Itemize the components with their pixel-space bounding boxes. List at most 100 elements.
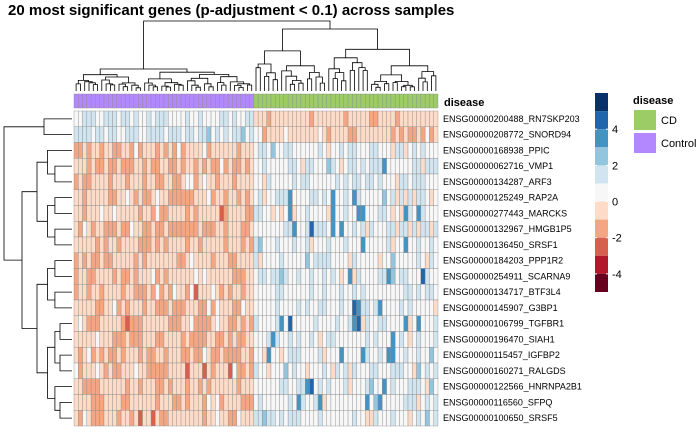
heatmap-cell	[386, 205, 392, 222]
heatmap-cell	[249, 410, 255, 427]
heatmap-cell	[373, 268, 379, 285]
heatmap-cell	[206, 362, 212, 379]
heatmap-cell	[245, 126, 250, 143]
scale-tick-label: -2	[612, 233, 622, 245]
heatmap-cell	[163, 126, 169, 143]
heatmap-cell	[317, 299, 323, 316]
heatmap-cell	[193, 284, 199, 301]
heatmap-cell	[125, 252, 130, 269]
heatmap-cell	[138, 142, 143, 159]
heatmap-cell	[369, 284, 374, 301]
heatmap-cell	[172, 126, 177, 143]
annotation-cell	[176, 93, 182, 109]
heatmap-cell	[270, 378, 276, 395]
heatmap-cell	[78, 315, 83, 332]
heatmap-cell	[95, 252, 100, 269]
heatmap-cell	[129, 347, 135, 364]
heatmap-cell	[270, 173, 276, 190]
heatmap-cell	[103, 299, 109, 316]
annotation-cell	[412, 93, 417, 109]
heatmap-cell	[403, 189, 409, 206]
heatmap-cell	[403, 394, 409, 411]
heatmap-cell	[416, 315, 422, 332]
heatmap-cell	[185, 205, 190, 222]
heatmap-cell	[223, 299, 229, 316]
heatmap-cell	[108, 378, 113, 395]
heatmap-cell	[407, 142, 413, 159]
heatmap-cell	[373, 362, 379, 379]
heatmap-cell	[373, 221, 379, 238]
heatmap-cell	[369, 252, 374, 269]
heatmap-cell	[283, 362, 289, 379]
column-dendrogram-branch	[362, 70, 368, 91]
heatmap-cell	[193, 252, 199, 269]
heatmap-cell	[172, 315, 177, 332]
heatmap-cell	[394, 315, 400, 332]
heatmap-cell	[424, 221, 430, 238]
heatmap-cell	[86, 221, 92, 238]
heatmap-cell	[116, 284, 122, 301]
heatmap-cell	[206, 110, 212, 127]
heatmap-cell	[322, 189, 327, 206]
heatmap-cell	[390, 347, 396, 364]
heatmap-cell	[168, 410, 173, 427]
heatmap-cell	[159, 142, 165, 159]
heatmap-cell	[172, 110, 177, 127]
scale-bin	[595, 111, 608, 130]
heatmap-cell	[240, 284, 246, 301]
heatmap-cell	[386, 378, 392, 395]
heatmap-cell	[210, 236, 216, 253]
heatmap-cell	[262, 268, 267, 285]
heatmap-cell	[296, 410, 302, 427]
heatmap-cell	[232, 410, 237, 427]
heatmap-cell	[386, 221, 392, 238]
heatmap-cell	[103, 158, 109, 175]
heatmap-cell	[112, 236, 118, 253]
heatmap-cell	[138, 126, 143, 143]
disease-legend-title: disease	[633, 95, 673, 107]
heatmap-cell	[305, 142, 310, 159]
heatmap-cell	[176, 158, 182, 175]
gene-label: ENSG00000116560_SFPQ	[443, 397, 552, 407]
column-dendrogram-branch	[159, 71, 215, 79]
heatmap-cell	[150, 158, 156, 175]
heatmap-cell	[296, 378, 302, 395]
annotation-cell	[424, 93, 430, 109]
heatmap-cell	[424, 110, 430, 127]
heatmap-cell	[292, 189, 297, 206]
heatmap-cell	[180, 362, 186, 379]
row-dendrogram-branch	[54, 291, 72, 309]
heatmap-cell	[386, 189, 392, 206]
heatmap-cell	[266, 142, 272, 159]
heatmap-cell	[206, 378, 212, 395]
heatmap-cell	[185, 110, 190, 127]
heatmap-cell	[172, 142, 177, 159]
heatmap-cell	[125, 394, 130, 411]
heatmap-cell	[365, 362, 370, 379]
heatmap-cell	[142, 284, 148, 301]
heatmap-cell	[365, 331, 370, 348]
heatmap-cell	[382, 331, 387, 348]
heatmap-cell	[227, 331, 233, 348]
column-dendrogram-branch	[75, 83, 81, 91]
heatmap-cell	[215, 221, 220, 238]
heatmap-cell	[429, 331, 434, 348]
heatmap-cell	[129, 362, 135, 379]
heatmap-cell	[309, 189, 315, 206]
heatmap-cell	[394, 110, 400, 127]
heatmap-cell	[155, 410, 160, 427]
heatmap-cell	[99, 378, 105, 395]
heatmap-cell	[416, 221, 422, 238]
scale-bin	[595, 147, 608, 166]
heatmap-cell	[386, 110, 392, 127]
heatmap-cell	[189, 315, 195, 332]
heatmap-cell	[95, 268, 100, 285]
annotation-cell	[185, 93, 190, 109]
heatmap-cell	[189, 158, 195, 175]
heatmap-cell	[159, 205, 165, 222]
heatmap-cell	[150, 110, 156, 127]
heatmap-cell	[279, 268, 285, 285]
heatmap-cell	[172, 362, 177, 379]
heatmap-cell	[249, 189, 255, 206]
heatmap-cell	[240, 189, 246, 206]
